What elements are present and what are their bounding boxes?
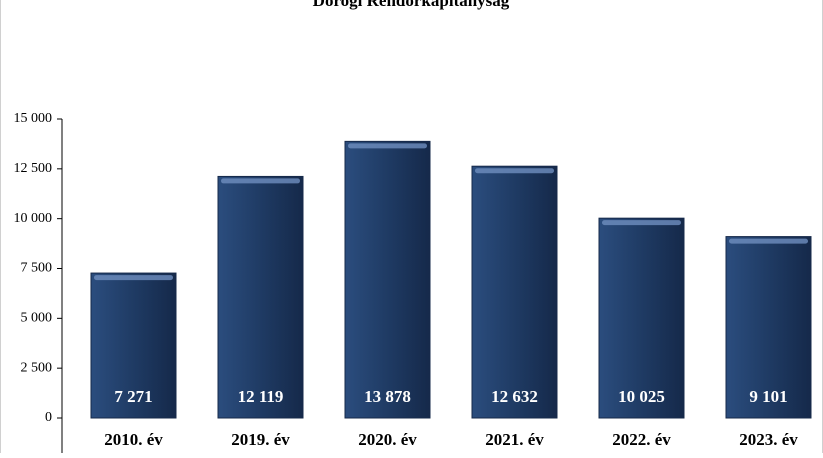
bar-highlight xyxy=(94,275,173,281)
bar-highlight xyxy=(475,168,554,174)
chart-title: Dorogi Rendőrkapitányság xyxy=(313,0,510,10)
x-tick-label: 2021. év xyxy=(485,430,544,449)
value-label: 13 878 xyxy=(364,387,411,406)
y-tick-label: 15 000 xyxy=(14,111,53,126)
y-tick-label: 10 000 xyxy=(14,211,53,226)
bar-highlight xyxy=(602,220,681,226)
x-tick-label: 2022. év xyxy=(612,430,671,449)
y-tick-label: 2 500 xyxy=(21,360,53,375)
value-label: 9 101 xyxy=(749,387,787,406)
bar xyxy=(217,175,304,419)
value-label: 12 632 xyxy=(491,387,538,406)
bar xyxy=(471,165,558,419)
bar xyxy=(598,217,685,419)
y-tick-label: 0 xyxy=(45,410,52,425)
value-label: 10 025 xyxy=(618,387,665,406)
x-tick-label: 2020. év xyxy=(358,430,417,449)
bar xyxy=(344,140,431,419)
bar xyxy=(725,236,812,419)
bar-highlight xyxy=(221,178,300,184)
y-tick-label: 5 000 xyxy=(21,311,53,326)
x-tick-label: 2010. év xyxy=(104,430,163,449)
y-tick-label: 12 500 xyxy=(14,161,53,176)
value-label: 12 119 xyxy=(238,387,284,406)
bar-highlight xyxy=(729,238,808,244)
bar xyxy=(90,272,177,419)
x-tick-label: 2023. év xyxy=(739,430,798,449)
value-label: 7 271 xyxy=(114,387,152,406)
y-tick-label: 7 500 xyxy=(21,261,53,276)
x-tick-label: 2019. év xyxy=(231,430,290,449)
bar-highlight xyxy=(348,143,427,149)
